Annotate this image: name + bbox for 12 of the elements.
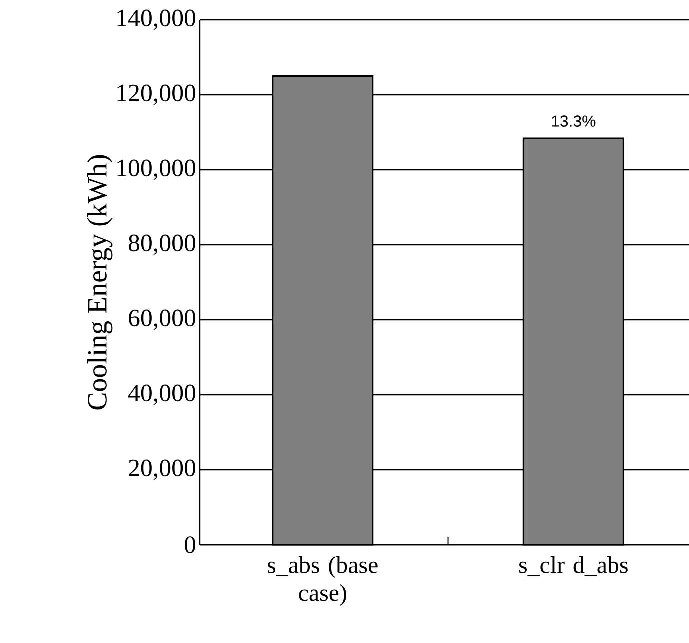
y-tick-label: 40,000 (128, 384, 196, 406)
x-tick-label: s_clr d_abs (520, 556, 628, 576)
annotation: 13.3% (552, 116, 596, 127)
y-tick-label: 120,000 (118, 84, 196, 106)
y-tick-label: 80,000 (128, 234, 196, 256)
y-tick-label: 60,000 (129, 310, 196, 330)
y-tick-label: 100,000 (118, 160, 196, 180)
y-tick-label: 20,000 (129, 460, 196, 480)
y-tick-label: 140,000 (118, 10, 196, 30)
y-axis-title: Cooling Energy (kWh) (87, 155, 113, 410)
x-tick-label: s_abs (base case) (268, 556, 378, 606)
y-tick-label: 0 (184, 536, 196, 554)
